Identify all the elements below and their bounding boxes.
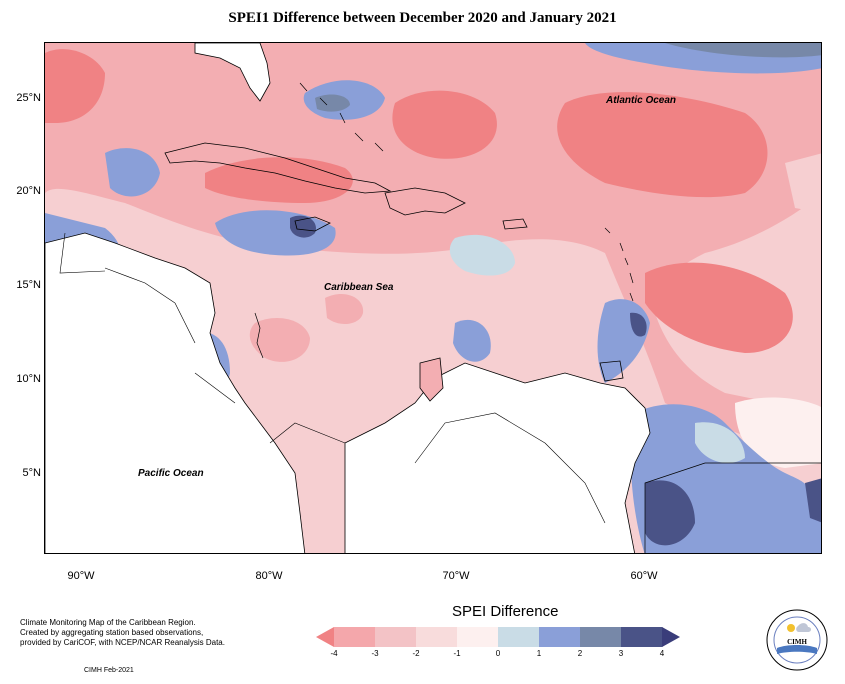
credits-line-3: provided by CariCOF, with NCEP/NCAR Rean… [20, 638, 225, 647]
lat-tick-5n: 5°N [22, 467, 41, 479]
credits-line-1: Climate Monitoring Map of the Caribbean … [20, 618, 196, 627]
legend-cell [498, 627, 540, 647]
legend-tick-label: -2 [412, 649, 420, 658]
legend-cell [334, 627, 376, 647]
legend-tick-label: 4 [659, 649, 665, 658]
legend-arrow-high [662, 627, 680, 647]
lon-tick-60w: 60°W [630, 570, 658, 582]
sun-icon [787, 624, 795, 632]
legend-title: SPEI Difference [452, 603, 559, 620]
legend-tick-label: 2 [577, 649, 583, 658]
lat-tick-25n: 25°N [16, 92, 41, 104]
lon-tick-90w: 90°W [67, 570, 95, 582]
legend-tick-label: -4 [330, 649, 338, 658]
pacific-ocean-label: Pacific Ocean [138, 468, 204, 479]
lon-tick-70w: 70°W [442, 570, 470, 582]
atlantic-ocean-label: Atlantic Ocean [606, 95, 677, 106]
logo-text: CIMH [787, 638, 807, 646]
caribbean-sea-label: Caribbean Sea [324, 282, 394, 293]
legend-tick-label: 0 [495, 649, 501, 658]
legend-arrow-low [316, 627, 334, 647]
lon-tick-80w: 80°W [255, 570, 283, 582]
map-title: SPEI1 Difference between December 2020 a… [228, 10, 617, 26]
legend-cell [375, 627, 417, 647]
map-panel [44, 42, 822, 554]
credits-footer: CIMH Feb-2021 [84, 667, 134, 674]
spei-difference-field [45, 43, 821, 553]
legend-colorbar [316, 627, 680, 647]
legend-cell [621, 627, 663, 647]
legend-tick-label: -1 [453, 649, 461, 658]
legend-cell [539, 627, 581, 647]
legend-tick-label: -3 [371, 649, 379, 658]
legend-tick-label: 3 [618, 649, 624, 658]
credits-block: Climate Monitoring Map of the Caribbean … [20, 618, 225, 648]
legend-tick-label: 1 [536, 649, 542, 658]
lat-tick-15n: 15°N [16, 279, 41, 291]
lat-tick-10n: 10°N [16, 373, 41, 385]
credits-line-2: Created by aggregating station based obs… [20, 628, 204, 637]
legend-cell [457, 627, 499, 647]
legend-cell [416, 627, 458, 647]
lat-tick-20n: 20°N [16, 185, 41, 197]
cimh-logo: CIMH [766, 609, 828, 671]
legend-cell [580, 627, 622, 647]
